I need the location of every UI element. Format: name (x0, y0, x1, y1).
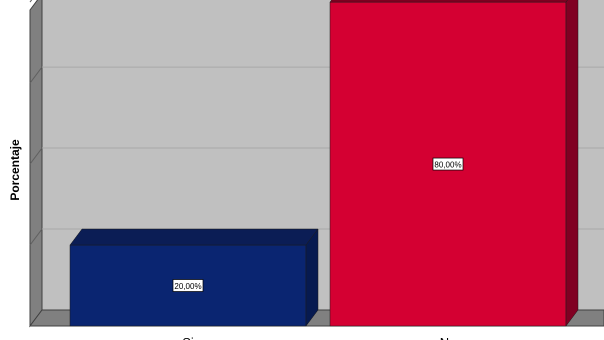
bar-top (329, 0, 568, 3)
data-label-box (432, 157, 464, 171)
data-label-box (172, 279, 204, 292)
y-axis-label: Porcentaje (8, 139, 22, 201)
bar-top (69, 228, 319, 246)
bar-side (305, 228, 319, 327)
category-label: No (440, 335, 457, 340)
bar-side (565, 0, 579, 327)
category-label: Si (182, 335, 194, 340)
side-gridline (29, 66, 43, 84)
data-label: 80,00% (434, 161, 461, 170)
side-gridline (29, 228, 43, 246)
side-wall (29, 0, 43, 328)
data-label: 20,00% (174, 282, 201, 291)
side-gridline (29, 147, 43, 165)
